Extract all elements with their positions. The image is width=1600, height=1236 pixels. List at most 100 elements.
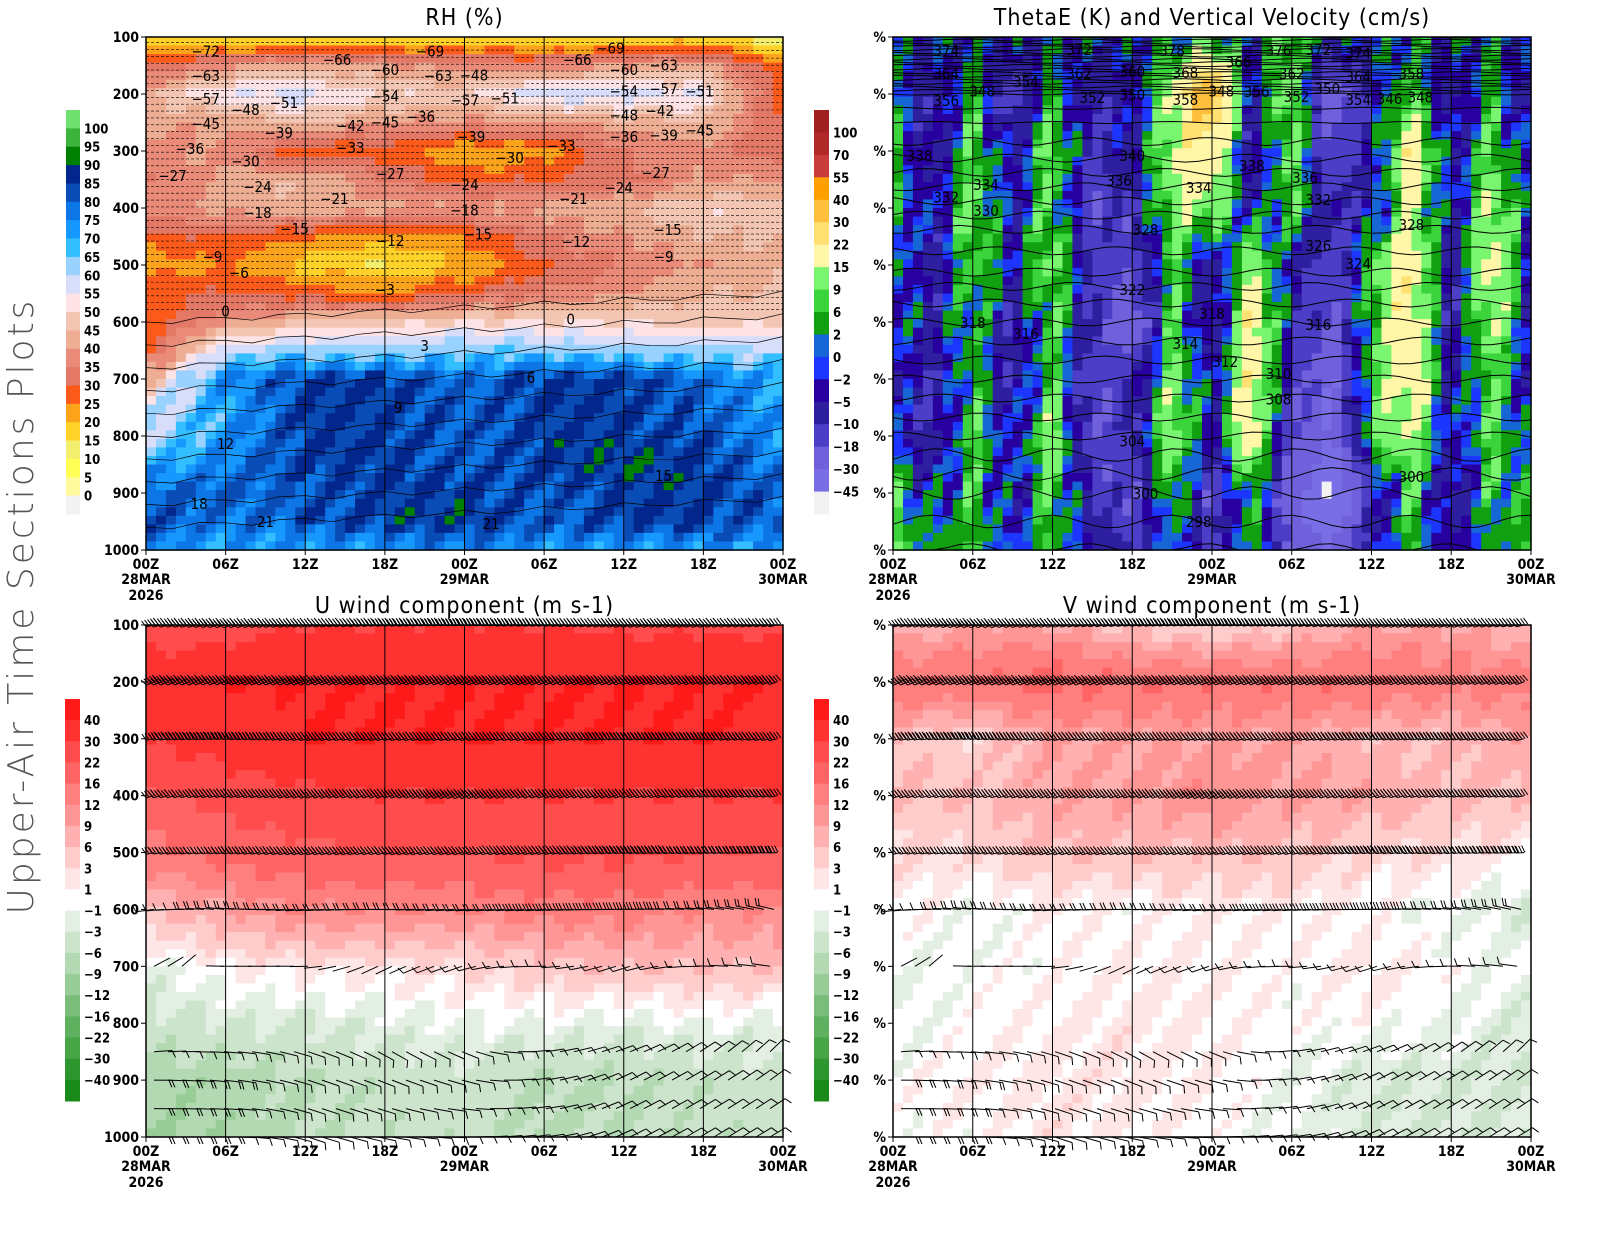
heatmap-cell bbox=[1002, 114, 1014, 124]
heatmap-cell bbox=[444, 139, 456, 149]
heatmap-cell bbox=[404, 498, 416, 508]
heatmap-cell bbox=[275, 114, 286, 124]
heatmap-cell bbox=[146, 361, 157, 372]
heatmap-cell bbox=[285, 490, 296, 500]
heatmap-cell bbox=[374, 490, 386, 500]
heatmap-cell bbox=[1501, 122, 1512, 132]
heatmap-cell bbox=[504, 62, 515, 72]
heatmap-cell bbox=[265, 404, 276, 414]
heatmap-cell bbox=[494, 370, 505, 380]
heatmap-cell bbox=[295, 413, 306, 423]
heatmap-cell bbox=[514, 379, 525, 389]
heatmap-cell bbox=[414, 344, 426, 354]
heatmap-cell bbox=[653, 438, 665, 449]
heatmap-cell bbox=[345, 173, 356, 183]
heatmap-cell bbox=[1441, 45, 1452, 55]
heatmap-cell bbox=[504, 165, 515, 175]
heatmap-cell bbox=[185, 404, 197, 414]
heatmap-cell bbox=[156, 199, 167, 209]
heatmap-cell bbox=[434, 438, 446, 449]
heatmap-cell bbox=[1241, 148, 1253, 158]
heatmap-cell bbox=[384, 515, 396, 525]
heatmap-cell bbox=[374, 148, 386, 158]
isotherm-line bbox=[145, 239, 784, 242]
heatmap-cell bbox=[185, 148, 197, 158]
heatmap-cell bbox=[992, 148, 1004, 158]
heatmap-cell bbox=[1082, 62, 1093, 72]
heatmap-cell bbox=[1231, 79, 1243, 89]
heatmap-cell bbox=[185, 114, 197, 124]
heatmap-cell bbox=[414, 379, 426, 389]
heatmap-cell bbox=[295, 361, 306, 372]
heatmap-cell bbox=[265, 199, 276, 209]
heatmap-cell bbox=[1381, 114, 1393, 124]
heatmap-cell bbox=[265, 353, 276, 363]
heatmap-cell bbox=[613, 37, 625, 47]
heatmap-cell bbox=[663, 216, 675, 226]
heatmap-cell bbox=[583, 62, 595, 72]
heatmap-cell bbox=[414, 455, 426, 466]
heatmap-cell bbox=[703, 447, 714, 457]
heatmap-cell bbox=[175, 481, 187, 491]
heatmap-cell bbox=[1301, 122, 1313, 132]
heatmap-cell bbox=[454, 498, 466, 508]
colorbar-label: 95 bbox=[84, 141, 100, 156]
heatmap-cell bbox=[524, 293, 535, 303]
heatmap-cell bbox=[245, 310, 257, 320]
heatmap-cell bbox=[693, 310, 704, 320]
heatmap-cell bbox=[1321, 105, 1333, 115]
heatmap-cell bbox=[713, 379, 724, 389]
heatmap-cell bbox=[175, 284, 187, 295]
heatmap-cell bbox=[653, 464, 665, 474]
heatmap-cell bbox=[633, 404, 645, 414]
heatmap-cell bbox=[245, 319, 257, 329]
heatmap-cell bbox=[693, 96, 704, 106]
heatmap-cell bbox=[723, 190, 734, 201]
heatmap-cell bbox=[733, 173, 744, 183]
heatmap-cell bbox=[305, 515, 316, 525]
heatmap-cell bbox=[215, 293, 227, 303]
heatmap-cell bbox=[1172, 62, 1183, 72]
x-tick-label: 12Z bbox=[292, 557, 319, 573]
heatmap-cell bbox=[534, 498, 545, 508]
heatmap-cell bbox=[365, 361, 376, 372]
heatmap-cell bbox=[355, 370, 366, 380]
heatmap-cell bbox=[315, 430, 326, 440]
heatmap-cell bbox=[325, 105, 336, 115]
heatmap-cell bbox=[1092, 62, 1103, 72]
heatmap-cell bbox=[494, 464, 505, 474]
heatmap-cell bbox=[733, 242, 744, 252]
heatmap-cell bbox=[454, 438, 466, 449]
heatmap-cell bbox=[305, 131, 316, 141]
heatmap-cell bbox=[305, 327, 316, 337]
heatmap-cell bbox=[1002, 156, 1014, 166]
heatmap-cell bbox=[673, 396, 685, 406]
heatmap-cell bbox=[365, 156, 376, 166]
heatmap-cell bbox=[743, 464, 754, 474]
heatmap-cell bbox=[574, 319, 585, 329]
heatmap-cell bbox=[683, 532, 695, 543]
heatmap-cell bbox=[703, 464, 714, 474]
heatmap-cell bbox=[494, 293, 505, 303]
heatmap-cell bbox=[763, 62, 774, 72]
heatmap-cell bbox=[315, 173, 326, 183]
heatmap-cell bbox=[215, 284, 227, 295]
heatmap-cell bbox=[663, 79, 675, 89]
isotherm-line bbox=[145, 177, 784, 180]
heatmap-cell bbox=[1162, 156, 1173, 166]
heatmap-cell bbox=[723, 216, 734, 226]
heatmap-cell bbox=[763, 182, 774, 192]
heatmap-cell bbox=[952, 122, 964, 132]
heatmap-cell bbox=[524, 88, 535, 98]
heatmap-cell bbox=[564, 105, 575, 115]
y-tick-label: 800 bbox=[113, 429, 140, 445]
heatmap-cell bbox=[235, 45, 247, 55]
heatmap-cell bbox=[534, 156, 545, 166]
heatmap-cell bbox=[146, 208, 157, 218]
heatmap-cell bbox=[574, 370, 585, 380]
heatmap-cell bbox=[245, 173, 257, 183]
heatmap-cell bbox=[474, 344, 486, 354]
colorbar-box bbox=[66, 165, 80, 184]
heatmap-cell bbox=[215, 148, 227, 158]
heatmap-cell bbox=[315, 455, 326, 466]
